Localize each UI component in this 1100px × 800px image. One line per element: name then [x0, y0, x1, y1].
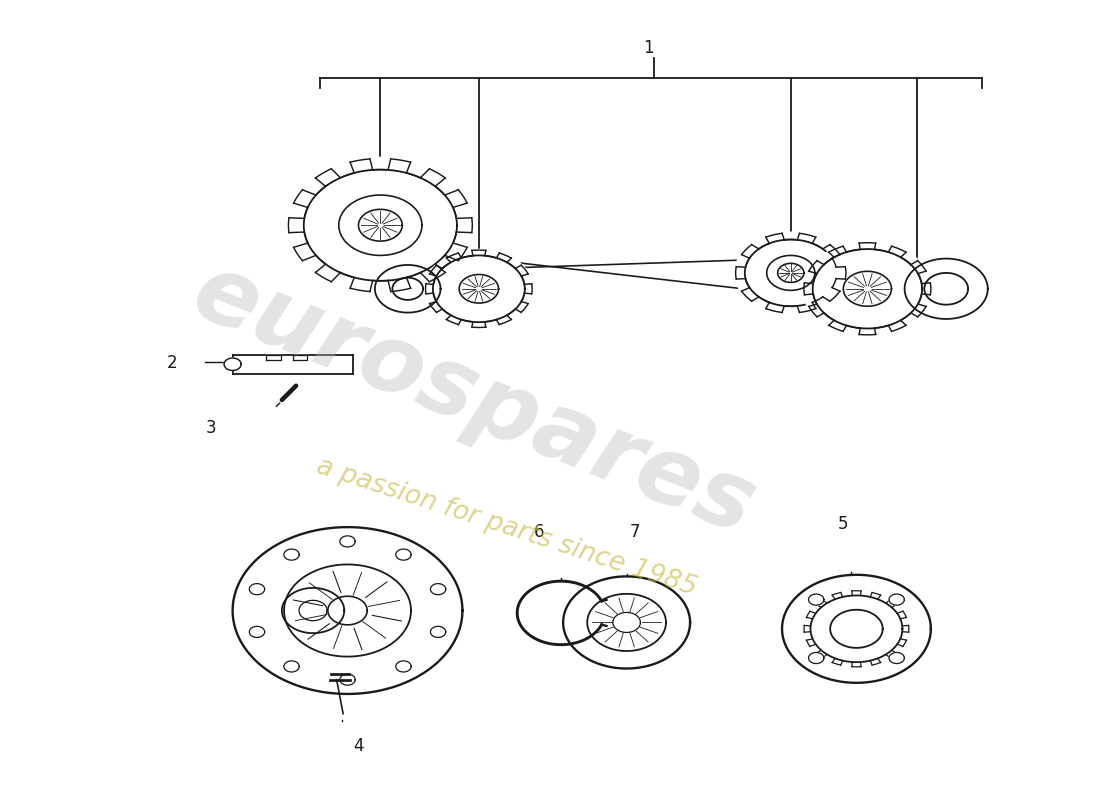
Polygon shape [287, 158, 474, 293]
Text: 4: 4 [353, 737, 363, 755]
Text: a passion for parts since 1985: a passion for parts since 1985 [312, 453, 700, 601]
Polygon shape [425, 250, 534, 328]
Text: 5: 5 [838, 514, 848, 533]
Polygon shape [304, 170, 456, 281]
Polygon shape [459, 274, 498, 303]
Polygon shape [430, 584, 446, 594]
Polygon shape [232, 527, 462, 694]
Polygon shape [375, 265, 441, 313]
Polygon shape [284, 549, 299, 560]
Polygon shape [782, 574, 931, 683]
Polygon shape [844, 271, 891, 306]
Polygon shape [232, 354, 353, 374]
Polygon shape [745, 239, 837, 306]
Polygon shape [284, 661, 299, 672]
Polygon shape [250, 584, 265, 594]
Polygon shape [328, 596, 367, 625]
Polygon shape [250, 626, 265, 638]
Polygon shape [735, 232, 847, 314]
Polygon shape [563, 576, 690, 669]
Polygon shape [778, 263, 804, 282]
Polygon shape [396, 661, 411, 672]
Polygon shape [430, 626, 446, 638]
Polygon shape [293, 354, 307, 360]
Text: eurospares: eurospares [179, 246, 768, 554]
Polygon shape [889, 653, 904, 663]
Text: 1: 1 [644, 39, 653, 57]
Polygon shape [811, 595, 902, 662]
Polygon shape [889, 594, 904, 605]
Polygon shape [224, 358, 241, 370]
Polygon shape [284, 565, 411, 657]
Polygon shape [282, 588, 344, 633]
Polygon shape [813, 249, 922, 329]
Text: 3: 3 [206, 419, 216, 438]
Polygon shape [808, 653, 824, 663]
Polygon shape [904, 258, 988, 319]
Polygon shape [396, 549, 411, 560]
Text: 6: 6 [534, 522, 544, 541]
Polygon shape [808, 594, 824, 605]
Polygon shape [359, 210, 403, 241]
Polygon shape [803, 242, 932, 336]
Polygon shape [340, 674, 355, 686]
Polygon shape [433, 255, 525, 322]
Polygon shape [340, 536, 355, 547]
Text: 2: 2 [167, 354, 177, 372]
Text: 7: 7 [630, 522, 640, 541]
Polygon shape [266, 354, 280, 360]
